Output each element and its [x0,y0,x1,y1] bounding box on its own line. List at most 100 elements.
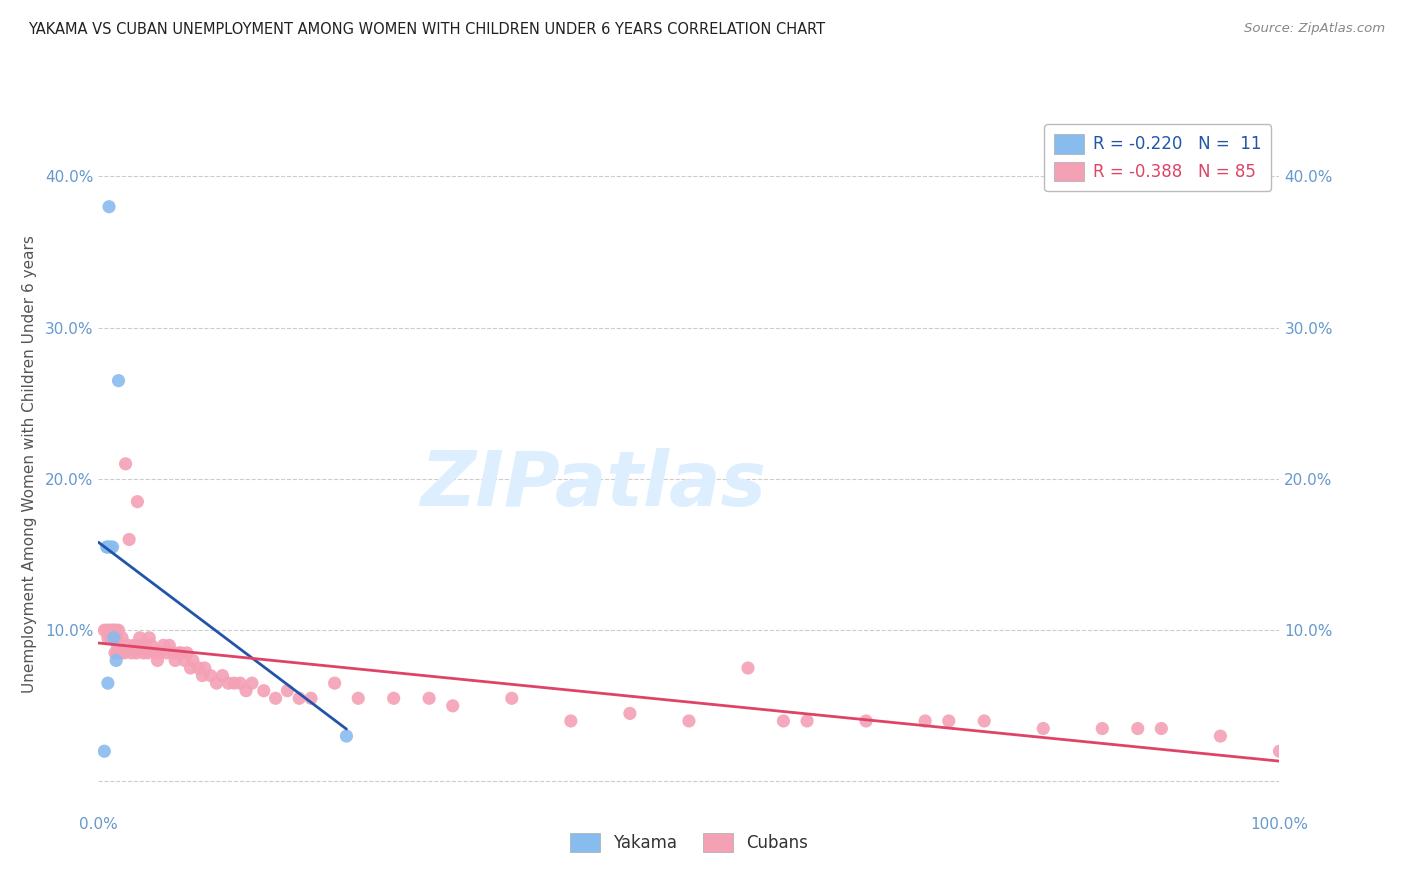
Point [103,624,125,638]
Point [97,676,120,690]
Point [796,714,818,728]
Point [973,714,995,728]
Point [104,646,127,660]
Point [335,729,357,743]
Point [132,646,155,660]
Point [152,638,174,652]
Point [110,646,132,660]
Point [100,624,122,638]
Point [111,631,134,645]
Point [101,631,124,645]
Point [501,691,523,706]
Point [114,457,136,471]
Text: YAKAMA VS CUBAN UNEMPLOYMENT AMONG WOMEN WITH CHILDREN UNDER 6 YEARS CORRELATION: YAKAMA VS CUBAN UNEMPLOYMENT AMONG WOMEN… [28,22,825,37]
Point [1150,722,1173,736]
Point [299,691,322,706]
Point [619,706,641,721]
Point [162,646,184,660]
Point [121,646,143,660]
Point [97,540,120,554]
Point [143,646,166,660]
Point [127,494,149,508]
Point [347,691,370,706]
Point [288,691,311,706]
Point [194,661,217,675]
Point [129,638,152,652]
Point [1268,744,1291,758]
Point [211,668,233,682]
Point [1091,722,1114,736]
Point [138,631,160,645]
Point [105,624,128,638]
Point [165,653,187,667]
Point [938,714,960,728]
Point [117,638,139,652]
Point [181,653,204,667]
Point [678,714,700,728]
Point [103,631,125,645]
Point [240,676,263,690]
Point [276,683,298,698]
Point [264,691,287,706]
Point [1126,722,1149,736]
Point [136,646,159,660]
Point [224,676,246,690]
Point [105,631,128,645]
Point [173,653,195,667]
Point [191,668,214,682]
Point [125,646,148,660]
Point [1032,722,1054,736]
Point [97,631,120,645]
Point [98,624,121,638]
Point [101,624,124,638]
Point [141,638,163,652]
Point [253,683,276,698]
Point [737,661,759,675]
Point [914,714,936,728]
Point [167,646,190,660]
Point [217,676,239,690]
Point [170,646,193,660]
Point [1209,729,1232,743]
Point [560,714,582,728]
Point [122,638,145,652]
Point [98,200,121,214]
Point [128,631,150,645]
Point [229,676,252,690]
Point [93,744,115,758]
Point [108,638,131,652]
Point [96,540,118,554]
Point [105,646,128,660]
Text: ZIPatlas: ZIPatlas [422,448,768,522]
Point [418,691,440,706]
Point [235,683,257,698]
Legend: Yakama, Cubans: Yakama, Cubans [564,827,814,859]
Point [101,540,124,554]
Y-axis label: Unemployment Among Women with Children Under 6 years: Unemployment Among Women with Children U… [21,235,37,693]
Point [96,624,118,638]
Point [441,698,464,713]
Point [146,653,169,667]
Text: Source: ZipAtlas.com: Source: ZipAtlas.com [1244,22,1385,36]
Point [93,624,115,638]
Point [200,668,222,682]
Point [105,638,128,652]
Point [98,631,121,645]
Point [107,624,129,638]
Point [323,676,346,690]
Point [107,374,129,388]
Point [855,714,877,728]
Point [772,714,794,728]
Point [187,661,209,675]
Point [118,533,141,547]
Point [382,691,405,706]
Point [112,646,135,660]
Point [180,661,202,675]
Point [205,676,228,690]
Point [149,646,172,660]
Point [98,540,121,554]
Point [157,638,180,652]
Point [105,653,128,667]
Point [135,638,157,652]
Point [156,646,179,660]
